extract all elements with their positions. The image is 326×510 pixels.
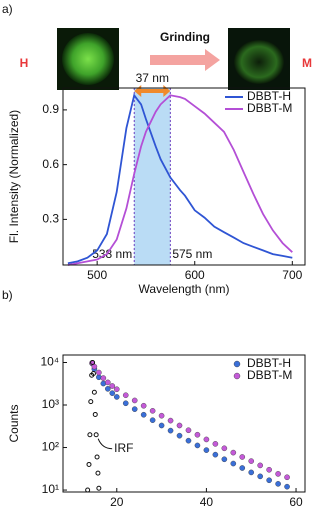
y-tick-label: 0.3 — [42, 212, 59, 226]
photo-h-blob — [62, 33, 114, 85]
photo-m-blob — [234, 40, 284, 84]
data-point — [221, 445, 228, 452]
legend-swatch — [233, 360, 241, 368]
y-tick-label: 0.6 — [42, 157, 59, 171]
highlight-band — [134, 88, 171, 265]
data-point — [105, 379, 111, 386]
data-point — [194, 442, 201, 449]
data-point — [149, 408, 156, 414]
data-point — [158, 412, 165, 419]
data-point — [96, 485, 102, 491]
legend-label: DBBT-H — [247, 356, 291, 370]
data-point — [266, 466, 272, 473]
y-axis-label: Counts — [7, 404, 21, 442]
data-point — [100, 375, 107, 381]
data-point — [176, 432, 183, 439]
data-point — [113, 386, 120, 393]
data-point — [91, 389, 97, 395]
data-point — [239, 454, 246, 460]
panel-label: b) — [2, 288, 13, 302]
data-point — [275, 471, 281, 477]
data-point — [185, 427, 192, 434]
data-point — [109, 390, 116, 396]
series-line — [67, 94, 293, 266]
data-point — [212, 451, 219, 458]
data-point — [105, 386, 111, 392]
arrow-label: Grinding — [160, 30, 210, 44]
data-point — [194, 431, 201, 438]
legend-label: DBBT-M — [247, 368, 292, 382]
data-point — [230, 449, 237, 456]
series-line — [67, 93, 293, 265]
data-point — [212, 441, 219, 447]
y-tick-label: 10⁴ — [40, 355, 59, 369]
y-tick-label: 10¹ — [42, 482, 59, 496]
x-tick-label: 40 — [200, 495, 214, 509]
data-point — [122, 400, 129, 407]
panel-label: a) — [2, 2, 13, 16]
data-point — [93, 432, 99, 438]
data-point — [275, 481, 281, 487]
data-point — [284, 483, 290, 490]
data-point — [203, 436, 210, 443]
x-axis-label: Wavelength (nm) — [139, 282, 230, 296]
data-point — [109, 383, 116, 389]
legend-swatch — [233, 372, 241, 380]
data-point — [230, 460, 237, 467]
data-point — [257, 473, 263, 480]
x-tick-label: 500 — [87, 268, 107, 282]
data-point — [95, 470, 101, 476]
data-point — [86, 461, 92, 467]
data-point — [239, 465, 246, 471]
data-point — [185, 437, 192, 444]
legend-label: DBBT-M — [247, 101, 292, 115]
data-point — [257, 462, 263, 469]
x-tick-label: 20 — [110, 495, 124, 509]
data-point — [203, 447, 210, 453]
data-point — [248, 458, 255, 464]
data-point — [176, 422, 183, 429]
state-label: H — [20, 56, 29, 70]
x-tick-label: 60 — [289, 495, 303, 509]
y-tick-label: 10³ — [42, 397, 59, 411]
data-point — [90, 359, 96, 365]
data-point — [131, 397, 138, 404]
y-axis-label: Fl. Intensity (Normalized) — [7, 110, 21, 243]
data-point — [140, 411, 147, 418]
y-tick-label: 10² — [42, 440, 59, 454]
data-point — [284, 474, 290, 481]
highlight-label: 575 nm — [172, 247, 212, 261]
legend-label: DBBT-H — [247, 89, 291, 103]
data-point — [96, 369, 102, 376]
annotation-arrow — [97, 438, 113, 450]
data-point — [167, 417, 174, 424]
data-point — [88, 399, 94, 405]
arrow — [150, 49, 220, 71]
data-point — [221, 456, 228, 463]
data-point — [87, 432, 93, 438]
data-point — [158, 422, 165, 429]
data-point — [85, 487, 91, 493]
state-label: M — [302, 56, 312, 70]
data-point — [140, 402, 147, 409]
annotation: IRF — [114, 441, 133, 455]
data-point — [248, 469, 255, 476]
width-label: 37 nm — [136, 71, 169, 85]
data-point — [92, 411, 98, 417]
data-point — [113, 394, 120, 400]
data-point — [167, 427, 174, 434]
data-point — [94, 454, 100, 460]
plot-frame — [62, 87, 306, 266]
data-point — [122, 392, 129, 399]
data-point — [149, 417, 156, 423]
data-point — [266, 477, 272, 484]
y-tick-label: 0.9 — [42, 102, 59, 116]
data-point — [90, 371, 96, 377]
x-tick-label: 700 — [282, 268, 302, 282]
data-point — [131, 406, 138, 412]
x-tick-label: 600 — [185, 268, 205, 282]
plot-frame — [62, 354, 306, 493]
